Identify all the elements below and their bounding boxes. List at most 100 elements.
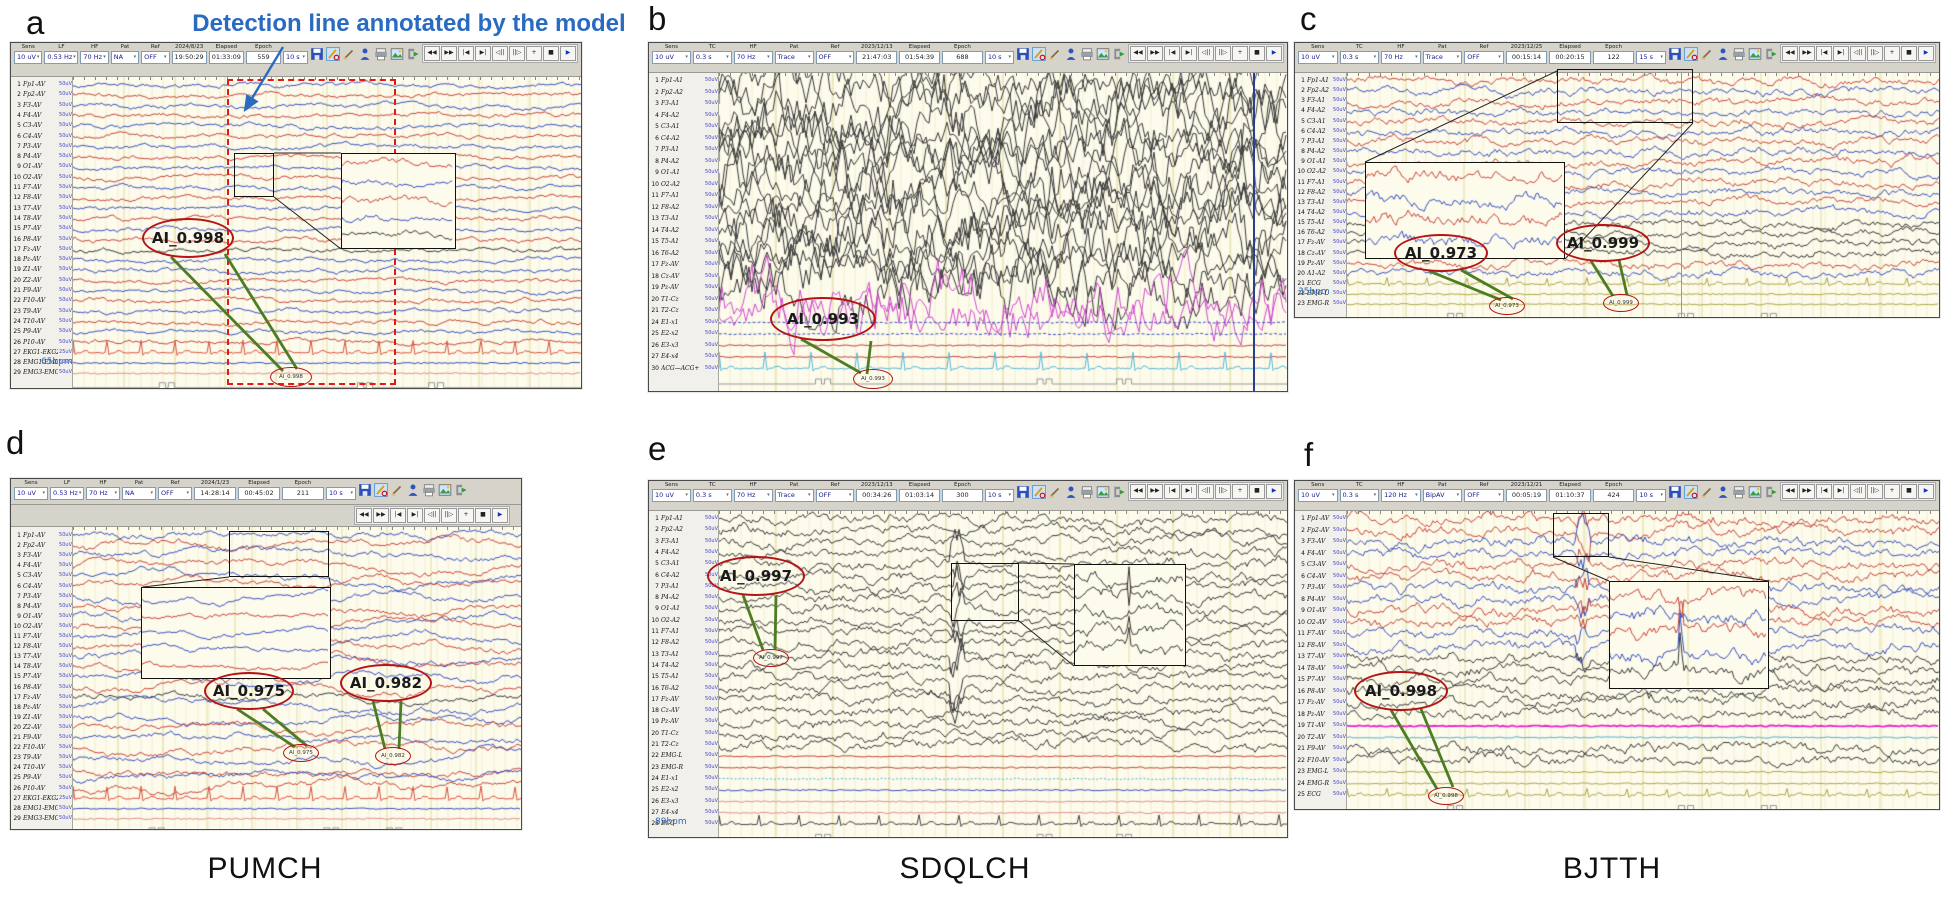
patient-icon[interactable] [358, 46, 372, 60]
play-button[interactable]: ▶ [560, 46, 576, 61]
field-value-dropdown[interactable]: OFF ▾ [1464, 51, 1504, 64]
image-icon[interactable] [1748, 46, 1762, 60]
page-forward-button[interactable]: ||▷ [1215, 46, 1231, 61]
image-icon[interactable] [1096, 484, 1110, 498]
field-value-dropdown[interactable]: 10 uV ▾ [1298, 489, 1338, 502]
field-value-dropdown[interactable]: 0.53 Hz ▾ [44, 51, 79, 64]
annotate-icon[interactable] [374, 482, 388, 497]
field-value-dropdown[interactable]: 70 Hz ▾ [733, 51, 773, 64]
field-value-dropdown[interactable]: OFF ▾ [141, 51, 170, 64]
image-icon[interactable] [390, 46, 404, 60]
timebase-select[interactable]: 10 s ▾ [984, 51, 1014, 64]
field-value-dropdown[interactable]: 70 Hz ▾ [80, 51, 109, 64]
rewind-button[interactable]: ◀◀ [1130, 484, 1146, 499]
field-value-dropdown[interactable]: BipAV ▾ [1422, 489, 1463, 502]
forward-button[interactable]: ▶▶ [1799, 46, 1815, 61]
field-value-dropdown[interactable]: NA ▾ [110, 51, 140, 64]
exit-icon[interactable] [1112, 46, 1126, 60]
stop-button[interactable]: ■ [1249, 484, 1265, 499]
play-button[interactable]: ▶ [492, 508, 508, 523]
forward-button[interactable]: ▶▶ [441, 46, 457, 61]
patient-icon[interactable] [1064, 484, 1078, 498]
timebase-select[interactable]: 10 s ▾ [984, 489, 1014, 502]
field-value-dropdown[interactable]: 0.3 s ▾ [1339, 51, 1380, 64]
forward-button[interactable]: ▶▶ [1147, 484, 1163, 499]
field-value-dropdown[interactable]: 0.53 Hz ▾ [50, 487, 84, 500]
field-value-dropdown[interactable]: OFF ▾ [158, 487, 192, 500]
field-value-dropdown[interactable]: OFF ▾ [1464, 489, 1504, 502]
timebase-select[interactable]: 10 s ▾ [1636, 489, 1666, 502]
field-value-dropdown[interactable]: 10 uV ▾ [14, 51, 43, 64]
forward-button[interactable]: ▶▶ [373, 508, 389, 523]
draw-icon[interactable] [1048, 484, 1062, 498]
save-icon[interactable] [1016, 484, 1030, 498]
field-value-dropdown[interactable]: Trace ▾ [774, 489, 814, 502]
step-back-button[interactable]: |◀ [458, 46, 474, 61]
play-button[interactable]: ▶ [1918, 484, 1934, 499]
field-value-dropdown[interactable]: Trace ▾ [1422, 51, 1463, 64]
step-forward-button[interactable]: ▶| [407, 508, 423, 523]
stop-button[interactable]: ■ [1249, 46, 1265, 61]
step-back-button[interactable]: |◀ [1164, 484, 1180, 499]
timebase-select[interactable]: 10 s ▾ [282, 51, 308, 64]
field-value-dropdown[interactable]: 0.3 s ▾ [692, 51, 732, 64]
play-button[interactable]: ▶ [1266, 46, 1282, 61]
image-icon[interactable] [1748, 484, 1762, 498]
field-value-dropdown[interactable]: NA ▾ [122, 487, 156, 500]
rewind-button[interactable]: ◀◀ [1782, 484, 1798, 499]
print-icon[interactable] [1732, 46, 1746, 61]
page-back-button[interactable]: ◁|| [492, 46, 508, 61]
stop-button[interactable]: ■ [475, 508, 491, 523]
center-button[interactable]: + [526, 46, 542, 61]
annotate-icon[interactable] [1684, 484, 1698, 499]
draw-icon[interactable] [1700, 484, 1714, 498]
center-button[interactable]: + [1232, 46, 1248, 61]
page-forward-button[interactable]: ||▷ [509, 46, 525, 61]
field-value-dropdown[interactable]: 70 Hz ▾ [1381, 51, 1421, 64]
page-forward-button[interactable]: ||▷ [1867, 484, 1883, 499]
step-back-button[interactable]: |◀ [1816, 484, 1832, 499]
field-value-dropdown[interactable]: 10 uV ▾ [652, 51, 691, 64]
step-back-button[interactable]: |◀ [390, 508, 406, 523]
field-value-dropdown[interactable]: 10 uV ▾ [14, 487, 48, 500]
timebase-select[interactable]: 15 s ▾ [1636, 51, 1666, 64]
step-forward-button[interactable]: ▶| [1181, 46, 1197, 61]
field-value-dropdown[interactable]: OFF ▾ [815, 51, 855, 64]
image-icon[interactable] [438, 482, 452, 496]
step-back-button[interactable]: |◀ [1816, 46, 1832, 61]
center-button[interactable]: + [458, 508, 474, 523]
stop-button[interactable]: ■ [1901, 484, 1917, 499]
annotate-icon[interactable] [326, 46, 340, 61]
step-forward-button[interactable]: ▶| [1833, 46, 1849, 61]
forward-button[interactable]: ▶▶ [1147, 46, 1163, 61]
forward-button[interactable]: ▶▶ [1799, 484, 1815, 499]
exit-icon[interactable] [454, 482, 468, 496]
field-value-dropdown[interactable]: 10 uV ▾ [1298, 51, 1338, 64]
rewind-button[interactable]: ◀◀ [356, 508, 372, 523]
patient-icon[interactable] [1716, 484, 1730, 498]
step-forward-button[interactable]: ▶| [1833, 484, 1849, 499]
step-back-button[interactable]: |◀ [1164, 46, 1180, 61]
page-back-button[interactable]: ◁|| [1850, 484, 1866, 499]
annotate-icon[interactable] [1684, 46, 1698, 61]
exit-icon[interactable] [406, 46, 420, 60]
save-icon[interactable] [1668, 46, 1682, 60]
rewind-button[interactable]: ◀◀ [424, 46, 440, 61]
draw-icon[interactable] [1700, 46, 1714, 60]
save-icon[interactable] [358, 482, 372, 496]
annotate-icon[interactable] [1032, 46, 1046, 61]
field-value-dropdown[interactable]: 70 Hz ▾ [86, 487, 120, 500]
play-button[interactable]: ▶ [1266, 484, 1282, 499]
rewind-button[interactable]: ◀◀ [1782, 46, 1798, 61]
image-icon[interactable] [1096, 46, 1110, 60]
center-button[interactable]: + [1884, 46, 1900, 61]
draw-icon[interactable] [390, 482, 404, 496]
page-back-button[interactable]: ◁|| [1850, 46, 1866, 61]
field-value-dropdown[interactable]: 120 Hz ▾ [1381, 489, 1421, 502]
rewind-button[interactable]: ◀◀ [1130, 46, 1146, 61]
page-forward-button[interactable]: ||▷ [441, 508, 457, 523]
exit-icon[interactable] [1764, 46, 1778, 60]
patient-icon[interactable] [1064, 46, 1078, 60]
page-back-button[interactable]: ◁|| [1198, 484, 1214, 499]
field-value-dropdown[interactable]: 0.3 s ▾ [692, 489, 732, 502]
